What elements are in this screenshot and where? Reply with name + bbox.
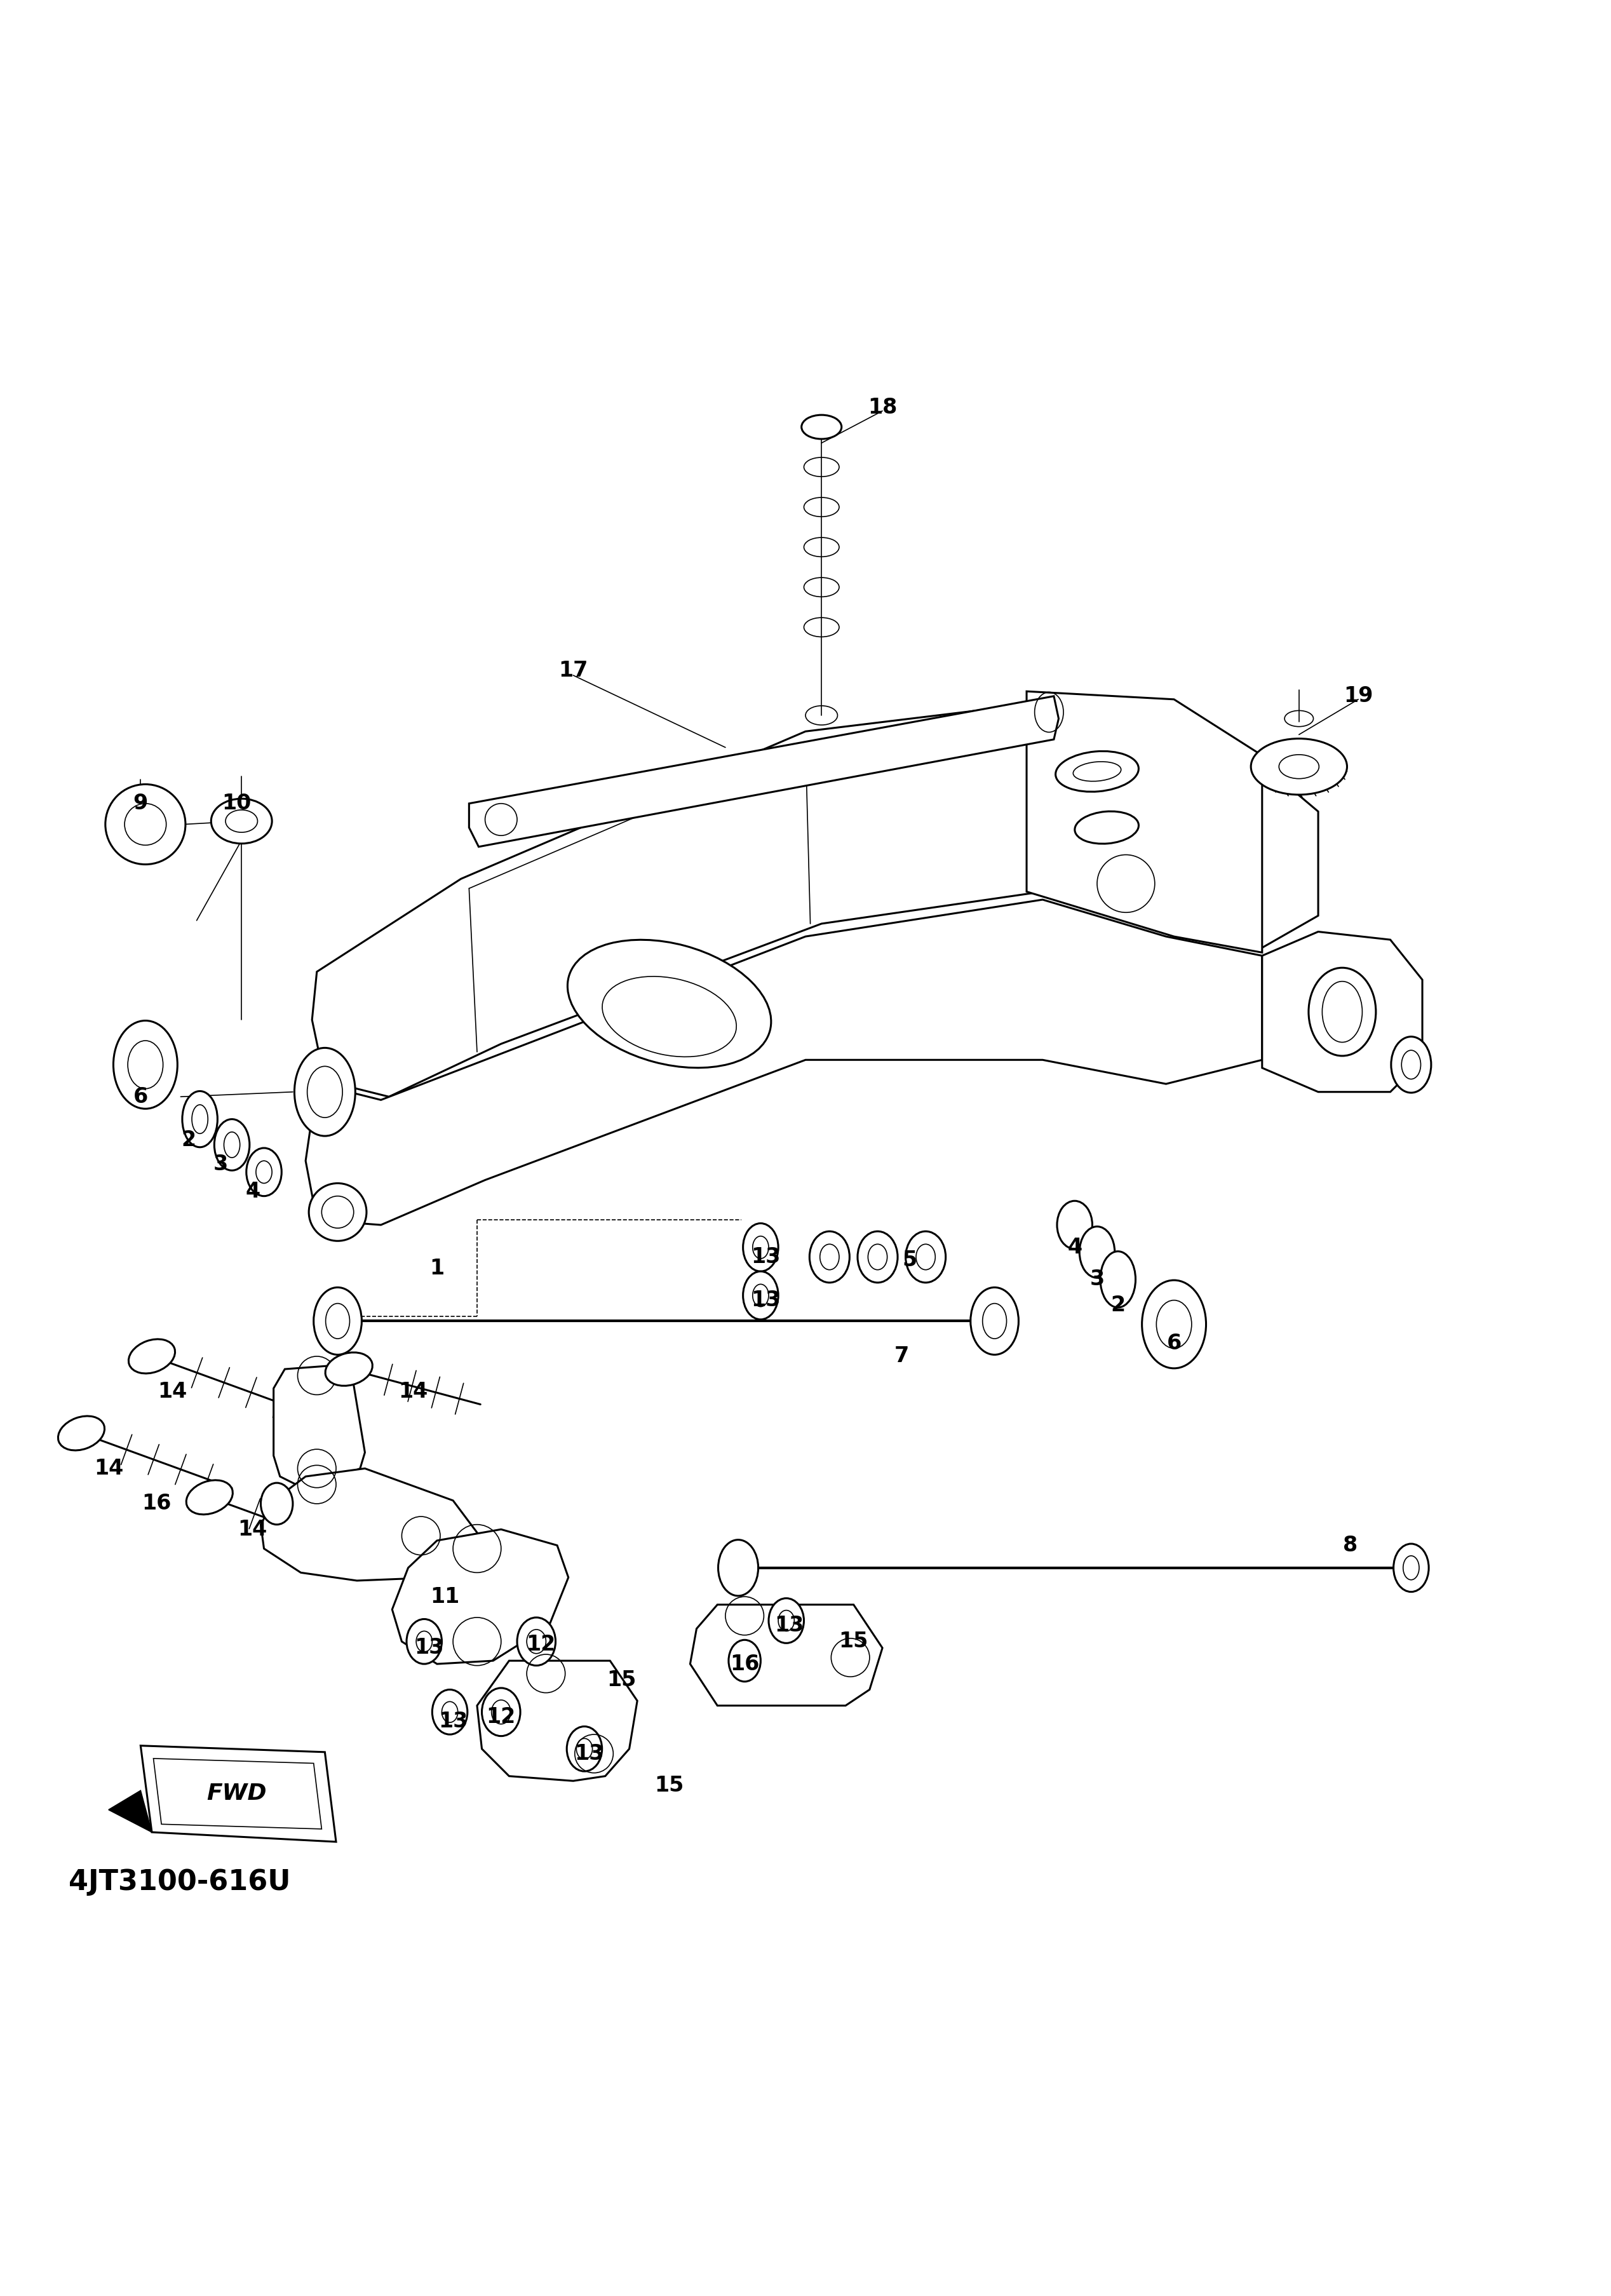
Text: 6: 6 [134,1086,148,1107]
Polygon shape [274,1364,366,1486]
Text: 10: 10 [222,792,251,815]
Ellipse shape [1055,751,1139,792]
Ellipse shape [768,1598,804,1644]
Ellipse shape [719,1541,759,1596]
Polygon shape [469,696,1058,847]
Ellipse shape [187,1481,232,1515]
Ellipse shape [314,1288,362,1355]
Ellipse shape [1079,1226,1115,1279]
Polygon shape [690,1605,883,1706]
Polygon shape [140,1745,337,1841]
Text: 17: 17 [559,659,588,682]
Text: 11: 11 [430,1587,459,1607]
Polygon shape [306,900,1261,1224]
Ellipse shape [1308,967,1376,1056]
Ellipse shape [1394,1543,1429,1591]
Ellipse shape [567,939,772,1068]
Text: 5: 5 [902,1249,917,1270]
Ellipse shape [182,1091,217,1148]
Text: 14: 14 [238,1520,267,1541]
Text: 7: 7 [894,1345,909,1366]
Ellipse shape [211,799,272,843]
Text: 15: 15 [654,1775,685,1795]
Ellipse shape [567,1727,603,1770]
Text: 15: 15 [839,1630,868,1653]
Circle shape [105,785,185,863]
Ellipse shape [905,1231,946,1283]
Ellipse shape [743,1272,778,1320]
Polygon shape [108,1791,151,1832]
Text: 4: 4 [1068,1238,1083,1258]
Text: 2: 2 [1110,1295,1124,1316]
Ellipse shape [857,1231,897,1283]
Text: 13: 13 [751,1290,780,1311]
Polygon shape [391,1529,569,1665]
Polygon shape [1261,932,1423,1093]
Ellipse shape [809,1231,849,1283]
Text: 13: 13 [438,1711,467,1731]
Ellipse shape [1075,810,1139,843]
Text: 2: 2 [182,1130,197,1150]
Ellipse shape [1142,1281,1207,1368]
Ellipse shape [482,1688,520,1736]
Text: 8: 8 [1344,1536,1358,1557]
Text: 3: 3 [213,1153,229,1176]
Text: 6: 6 [1166,1334,1181,1355]
Polygon shape [477,1660,638,1782]
Text: 14: 14 [398,1382,427,1403]
Polygon shape [261,1469,477,1580]
Ellipse shape [295,1047,356,1137]
Ellipse shape [113,1022,177,1109]
Text: 13: 13 [575,1743,604,1763]
Text: 19: 19 [1344,687,1373,707]
Ellipse shape [728,1639,760,1681]
Ellipse shape [517,1616,556,1665]
Polygon shape [313,703,1318,1097]
Text: 1: 1 [430,1258,445,1279]
Text: 13: 13 [775,1614,804,1637]
Circle shape [309,1182,367,1240]
Ellipse shape [1100,1251,1136,1306]
Ellipse shape [1390,1035,1431,1093]
Text: 3: 3 [1089,1270,1105,1290]
Ellipse shape [214,1118,250,1171]
Text: 12: 12 [527,1635,556,1655]
Ellipse shape [129,1339,176,1373]
Text: 9: 9 [134,792,148,815]
Text: 13: 13 [414,1637,443,1658]
Ellipse shape [325,1352,372,1387]
Ellipse shape [1057,1201,1092,1249]
Ellipse shape [261,1483,293,1525]
Ellipse shape [802,416,841,439]
Ellipse shape [58,1417,105,1451]
Text: 4: 4 [245,1180,259,1201]
Ellipse shape [743,1224,778,1272]
Text: 4JT3100-616U: 4JT3100-616U [69,1869,290,1896]
Text: 16: 16 [142,1492,171,1513]
Ellipse shape [246,1148,282,1196]
Text: 16: 16 [730,1653,759,1674]
Text: FWD: FWD [206,1784,267,1805]
Ellipse shape [1250,739,1347,794]
Text: 14: 14 [158,1382,187,1403]
Polygon shape [1026,691,1261,953]
Ellipse shape [432,1690,467,1733]
Text: 15: 15 [606,1669,636,1690]
Text: 12: 12 [487,1706,516,1727]
Text: 18: 18 [868,397,897,418]
Text: 14: 14 [93,1458,124,1479]
Text: 13: 13 [751,1247,780,1267]
Ellipse shape [406,1619,441,1665]
Ellipse shape [970,1288,1018,1355]
